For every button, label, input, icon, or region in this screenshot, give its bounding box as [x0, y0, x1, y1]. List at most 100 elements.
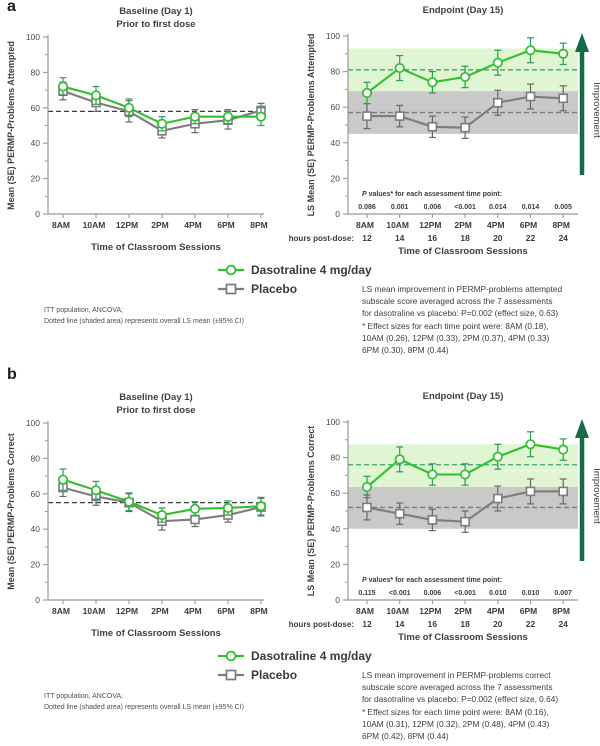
svg-text:8AM: 8AM	[52, 220, 70, 230]
svg-text:0.001: 0.001	[391, 204, 409, 211]
chart-b-endpoint: 0 20 40 60 80 100 8AM 10AM 12PM 2PM 4PM 6PM 8PM Endpo…	[289, 391, 600, 643]
svg-text:8AM: 8AM	[52, 606, 70, 616]
svg-text:12: 12	[362, 619, 372, 629]
svg-text:22: 22	[526, 619, 536, 629]
svg-text:20: 20	[331, 173, 341, 183]
svg-text:0.086: 0.086	[358, 204, 376, 211]
svg-text:0: 0	[335, 595, 340, 605]
svg-text:Time of Classroom Sessions: Time of Classroom Sessions	[398, 246, 528, 257]
legend-label-placebo: Placebo	[251, 667, 298, 682]
svg-text:10AM: 10AM	[83, 606, 106, 616]
svg-text:20: 20	[331, 559, 341, 569]
svg-text:0.005: 0.005	[554, 204, 572, 211]
svg-text:0.014: 0.014	[522, 204, 540, 211]
svg-text:80: 80	[31, 67, 41, 77]
svg-text:4PM: 4PM	[184, 220, 201, 230]
svg-text:8PM: 8PM	[552, 606, 569, 616]
svg-text:Prior to first dose: Prior to first dose	[116, 19, 195, 30]
svg-text:60: 60	[331, 488, 341, 498]
svg-text:0.007: 0.007	[554, 590, 572, 597]
panel-b-letter: b	[7, 366, 17, 383]
placebo-marker-icon	[218, 669, 244, 680]
svg-text:Mean (SE) PERMP-Problems Attem: Mean (SE) PERMP-Problems Attempted	[6, 41, 16, 210]
svg-text:4PM: 4PM	[184, 606, 201, 616]
svg-text:14: 14	[395, 619, 405, 629]
chart-a-baseline: 0 20 40 60 80 100 8AM 10AM 12PM 2PM 4PM 6PM 8PM Basel…	[6, 6, 268, 253]
svg-text:0.010: 0.010	[522, 590, 540, 597]
svg-text:100: 100	[326, 31, 340, 41]
svg-text:40: 40	[31, 524, 41, 534]
chart-b-baseline: 0 20 40 60 80 100 8AM 10AM 12PM 2PM 4PM 6PM 8PM Basel…	[6, 392, 268, 639]
svg-text:16: 16	[428, 619, 438, 629]
svg-text:P values* for each assessment: P values* for each assessment time point…	[362, 191, 502, 198]
svg-text:10AM: 10AM	[386, 220, 409, 230]
svg-text:6PM: 6PM	[217, 606, 234, 616]
svg-text:6PM: 6PM	[520, 220, 537, 230]
legend-label-placebo: Placebo	[251, 281, 298, 296]
svg-text:12PM: 12PM	[116, 606, 138, 616]
panel-a: a 0 20 40 60 80 100 8AM 10AM 12PM 2PM 4PM 6PM 8PM Bas…	[0, 0, 600, 360]
footnote-a: ITT population, ANCOVA; Dotted line (sha…	[44, 307, 244, 325]
svg-text:60: 60	[331, 102, 341, 112]
svg-text:24: 24	[558, 233, 568, 243]
svg-text:12: 12	[362, 233, 372, 243]
svg-text:0.006: 0.006	[424, 590, 442, 597]
svg-text:<0.001: <0.001	[389, 590, 411, 597]
svg-text:14: 14	[395, 233, 405, 243]
svg-text:LS Mean (SE) PERMP-Problems Co: LS Mean (SE) PERMP-Problems Correct	[306, 426, 316, 597]
svg-text:8AM: 8AM	[356, 220, 374, 230]
svg-text:0.014: 0.014	[489, 204, 507, 211]
svg-text:Endpoint (Day 15): Endpoint (Day 15)	[423, 391, 504, 402]
svg-text:hours post-dose:: hours post-dose:	[289, 234, 354, 243]
svg-text:LS Mean (SE) PERMP-Problems At: LS Mean (SE) PERMP-Problems Attempted	[306, 34, 316, 217]
svg-text:22: 22	[526, 233, 536, 243]
svg-text:Prior to first dose: Prior to first dose	[116, 405, 195, 416]
svg-text:Time of Classroom Sessions: Time of Classroom Sessions	[398, 632, 528, 643]
svg-text:12PM: 12PM	[419, 220, 441, 230]
dasotraline-marker-icon	[218, 650, 244, 661]
svg-text:0: 0	[35, 595, 40, 605]
svg-text:20: 20	[31, 560, 41, 570]
svg-text:0: 0	[35, 209, 40, 219]
svg-text:Improvement: Improvement	[591, 468, 600, 524]
svg-text:20: 20	[493, 619, 503, 629]
svg-text:Time of Classroom Sessions: Time of Classroom Sessions	[91, 242, 221, 253]
svg-text:2PM: 2PM	[151, 606, 168, 616]
legend-item-placebo: Placebo	[217, 280, 372, 297]
svg-text:100: 100	[26, 32, 40, 42]
svg-text:80: 80	[31, 453, 41, 463]
svg-text:80: 80	[331, 67, 341, 77]
svg-text:60: 60	[31, 489, 41, 499]
svg-text:60: 60	[31, 103, 41, 113]
svg-text:12PM: 12PM	[419, 606, 441, 616]
svg-text:Mean (SE) PERMP-Problems Corre: Mean (SE) PERMP-Problems Correct	[6, 433, 16, 590]
svg-text:16: 16	[428, 233, 438, 243]
svg-text:12PM: 12PM	[116, 220, 138, 230]
legend-label-dasotraline: Dasotraline 4 mg/day	[251, 648, 372, 663]
svg-text:<0.001: <0.001	[454, 204, 476, 211]
svg-text:80: 80	[331, 453, 341, 463]
svg-text:0: 0	[335, 209, 340, 219]
svg-text:Endpoint (Day 15): Endpoint (Day 15)	[423, 5, 504, 16]
svg-text:8PM: 8PM	[250, 606, 267, 616]
svg-text:20: 20	[31, 174, 41, 184]
svg-text:18: 18	[460, 233, 470, 243]
legend-item-placebo: Placebo	[217, 666, 372, 683]
legend-label-dasotraline: Dasotraline 4 mg/day	[251, 262, 372, 277]
legend-item-dasotraline: Dasotraline 4 mg/day	[217, 647, 372, 664]
svg-text:0.010: 0.010	[489, 590, 507, 597]
svg-text:8PM: 8PM	[552, 220, 569, 230]
panel-a-letter: a	[7, 0, 16, 15]
svg-text:100: 100	[326, 417, 340, 427]
svg-text:40: 40	[31, 138, 41, 148]
svg-text:2PM: 2PM	[454, 606, 471, 616]
svg-text:6PM: 6PM	[520, 606, 537, 616]
footnote-b: ITT population, ANCOVA; Dotted line (sha…	[44, 693, 244, 711]
legend-a: Dasotraline 4 mg/day Placebo	[217, 261, 372, 297]
svg-text:0.115: 0.115	[358, 590, 375, 597]
svg-text:20: 20	[493, 233, 503, 243]
svg-text:8AM: 8AM	[356, 606, 374, 616]
svg-text:Baseline (Day 1): Baseline (Day 1)	[119, 392, 192, 403]
svg-text:2PM: 2PM	[454, 220, 471, 230]
svg-text:6PM: 6PM	[217, 220, 234, 230]
